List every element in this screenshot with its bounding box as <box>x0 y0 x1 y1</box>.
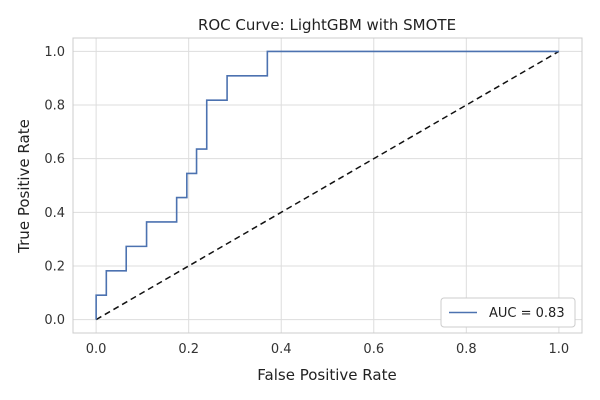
reference-line <box>95 50 560 321</box>
x-tick-label: 0.8 <box>456 342 477 357</box>
x-tick-label: 0.0 <box>86 342 107 357</box>
x-tick-label: 0.6 <box>363 342 384 357</box>
x-ticks: 0.0 0.2 0.4 0.6 0.8 1.0 <box>86 342 569 357</box>
y-tick-label: 0.6 <box>44 152 65 167</box>
x-tick-label: 0.4 <box>271 342 292 357</box>
plot-frame <box>72 37 583 334</box>
y-tick-label: 0.8 <box>44 99 65 114</box>
chart-title: ROC Curve: LightGBM with SMOTE <box>198 16 456 34</box>
y-tick-label: 0.4 <box>44 206 65 221</box>
y-tick-label: 1.0 <box>44 45 65 60</box>
x-tick-label: 0.2 <box>178 342 199 357</box>
legend-box <box>440 297 576 328</box>
legend: AUC = 0.83 <box>440 297 576 328</box>
x-axis-label: False Positive Rate <box>257 366 396 384</box>
y-tick-label: 0.0 <box>44 313 65 328</box>
roc-curve <box>95 50 559 320</box>
x-tick-label: 1.0 <box>549 342 570 357</box>
legend-label: AUC = 0.83 <box>489 306 565 321</box>
y-tick-label: 0.2 <box>44 259 65 274</box>
y-axis-label: True Positive Rate <box>15 119 33 254</box>
y-ticks: 0.0 0.2 0.4 0.6 0.8 1.0 <box>44 45 65 328</box>
